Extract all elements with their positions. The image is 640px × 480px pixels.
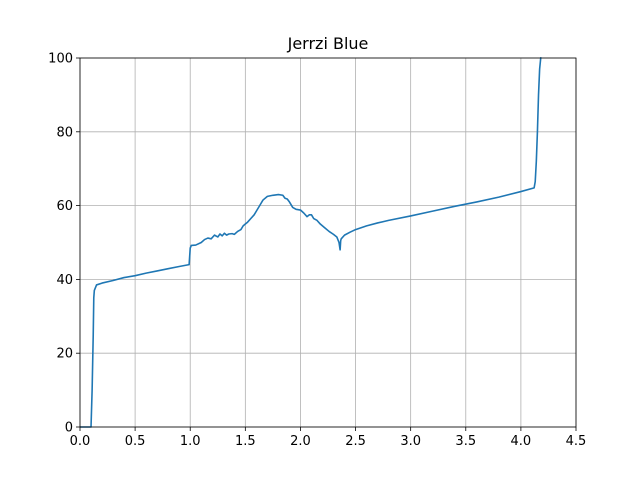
x-tick-label: 3.5 <box>455 434 476 449</box>
chart-title: Jerrzi Blue <box>287 34 369 53</box>
y-tick-label: 40 <box>56 273 73 288</box>
series-line-0 <box>80 57 542 428</box>
plot-frame <box>79 57 577 428</box>
x-tick-label: 4.5 <box>566 434 587 449</box>
x-tick-label: 2.0 <box>290 434 311 449</box>
x-tick-label: 0.0 <box>70 434 91 449</box>
y-tick-label: 60 <box>56 199 73 214</box>
y-tick-label: 100 <box>48 52 73 67</box>
y-tick-label: 0 <box>65 421 73 436</box>
x-tick-label: 1.0 <box>180 434 201 449</box>
x-tick-label: 4.0 <box>511 434 532 449</box>
y-tick-label: 80 <box>56 125 73 140</box>
x-axis: 0.0 0.5 1.0 1.5 2.0 2.5 3.0 3.5 4.0 4.5 <box>70 427 587 449</box>
x-tick-label: 2.5 <box>345 434 366 449</box>
x-tick-label: 1.5 <box>235 434 256 449</box>
series-layer <box>80 57 542 428</box>
x-tick-label: 0.5 <box>125 434 146 449</box>
y-tick-label: 20 <box>56 347 73 362</box>
y-axis: 0 20 40 60 80 100 <box>48 52 80 436</box>
x-tick-label: 3.0 <box>400 434 421 449</box>
